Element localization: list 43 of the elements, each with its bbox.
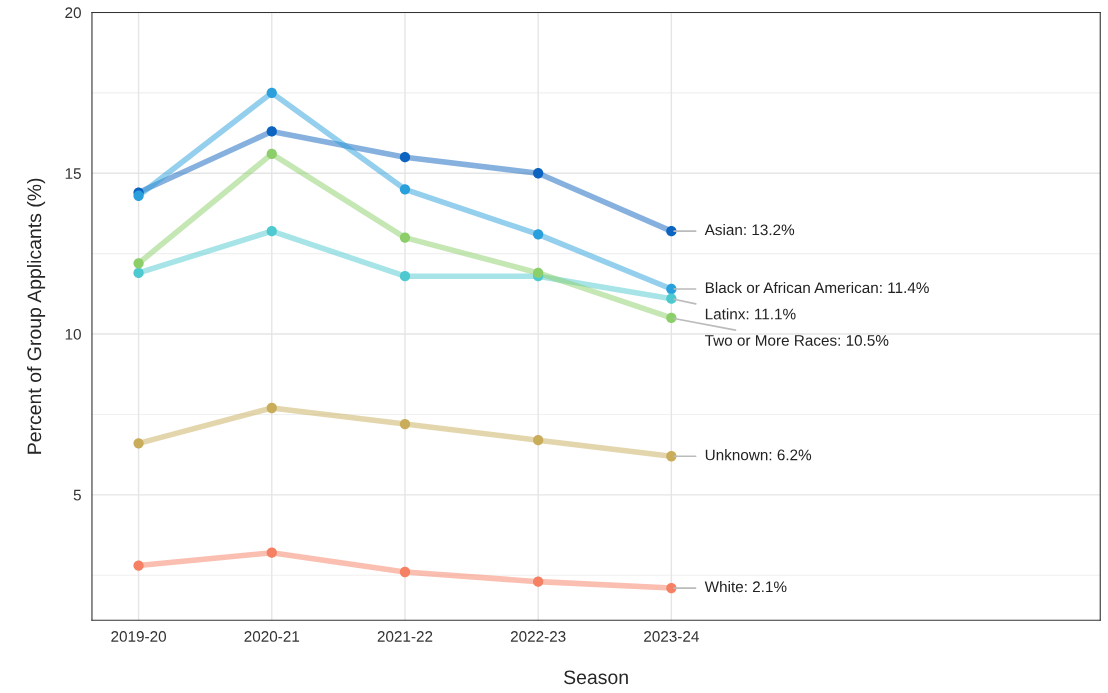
annotation: Unknown: 6.2% — [705, 449, 812, 461]
point — [666, 225, 677, 237]
annotation: Latinx: 11.1% — [705, 308, 796, 320]
point — [266, 225, 277, 237]
y-tick-label: 5 — [73, 489, 81, 501]
y-tick-label: 10 — [65, 328, 81, 340]
point — [133, 267, 144, 279]
point — [666, 293, 677, 304]
point — [533, 229, 544, 240]
x-tick-label: 2020-21 — [244, 631, 300, 642]
x-tick-label: 2021-22 — [377, 631, 433, 642]
point — [533, 267, 544, 279]
point — [266, 148, 277, 160]
point — [266, 547, 277, 558]
point — [533, 576, 544, 587]
annotation: Asian: 13.2% — [704, 224, 795, 236]
point — [399, 566, 411, 578]
point — [266, 126, 277, 137]
annotation: Black or African American: 11.4% — [705, 281, 929, 294]
point — [399, 271, 411, 282]
point — [399, 184, 411, 195]
point — [533, 168, 544, 179]
point — [666, 582, 677, 594]
point — [399, 152, 411, 163]
point — [666, 312, 677, 324]
y-axis-title: Percent of Group Applicants (%) — [26, 178, 46, 454]
point — [666, 451, 677, 462]
x-tick-label: 2019-20 — [111, 631, 167, 642]
y-tick-label: 20 — [65, 7, 81, 19]
y-tick-label: 15 — [65, 168, 81, 179]
point — [266, 87, 277, 99]
point — [533, 435, 544, 446]
x-axis-title: Season — [564, 670, 628, 685]
point — [133, 258, 144, 269]
point — [266, 402, 277, 414]
annotation: Two or More Races: 10.5% — [705, 335, 889, 346]
point — [133, 438, 144, 449]
x-tick-label: 2023-24 — [644, 631, 699, 642]
point — [133, 560, 144, 571]
point — [399, 418, 411, 430]
annotation: White: 2.1% — [704, 580, 787, 593]
point — [399, 232, 411, 243]
x-tick-label: 2022-23 — [510, 631, 566, 642]
